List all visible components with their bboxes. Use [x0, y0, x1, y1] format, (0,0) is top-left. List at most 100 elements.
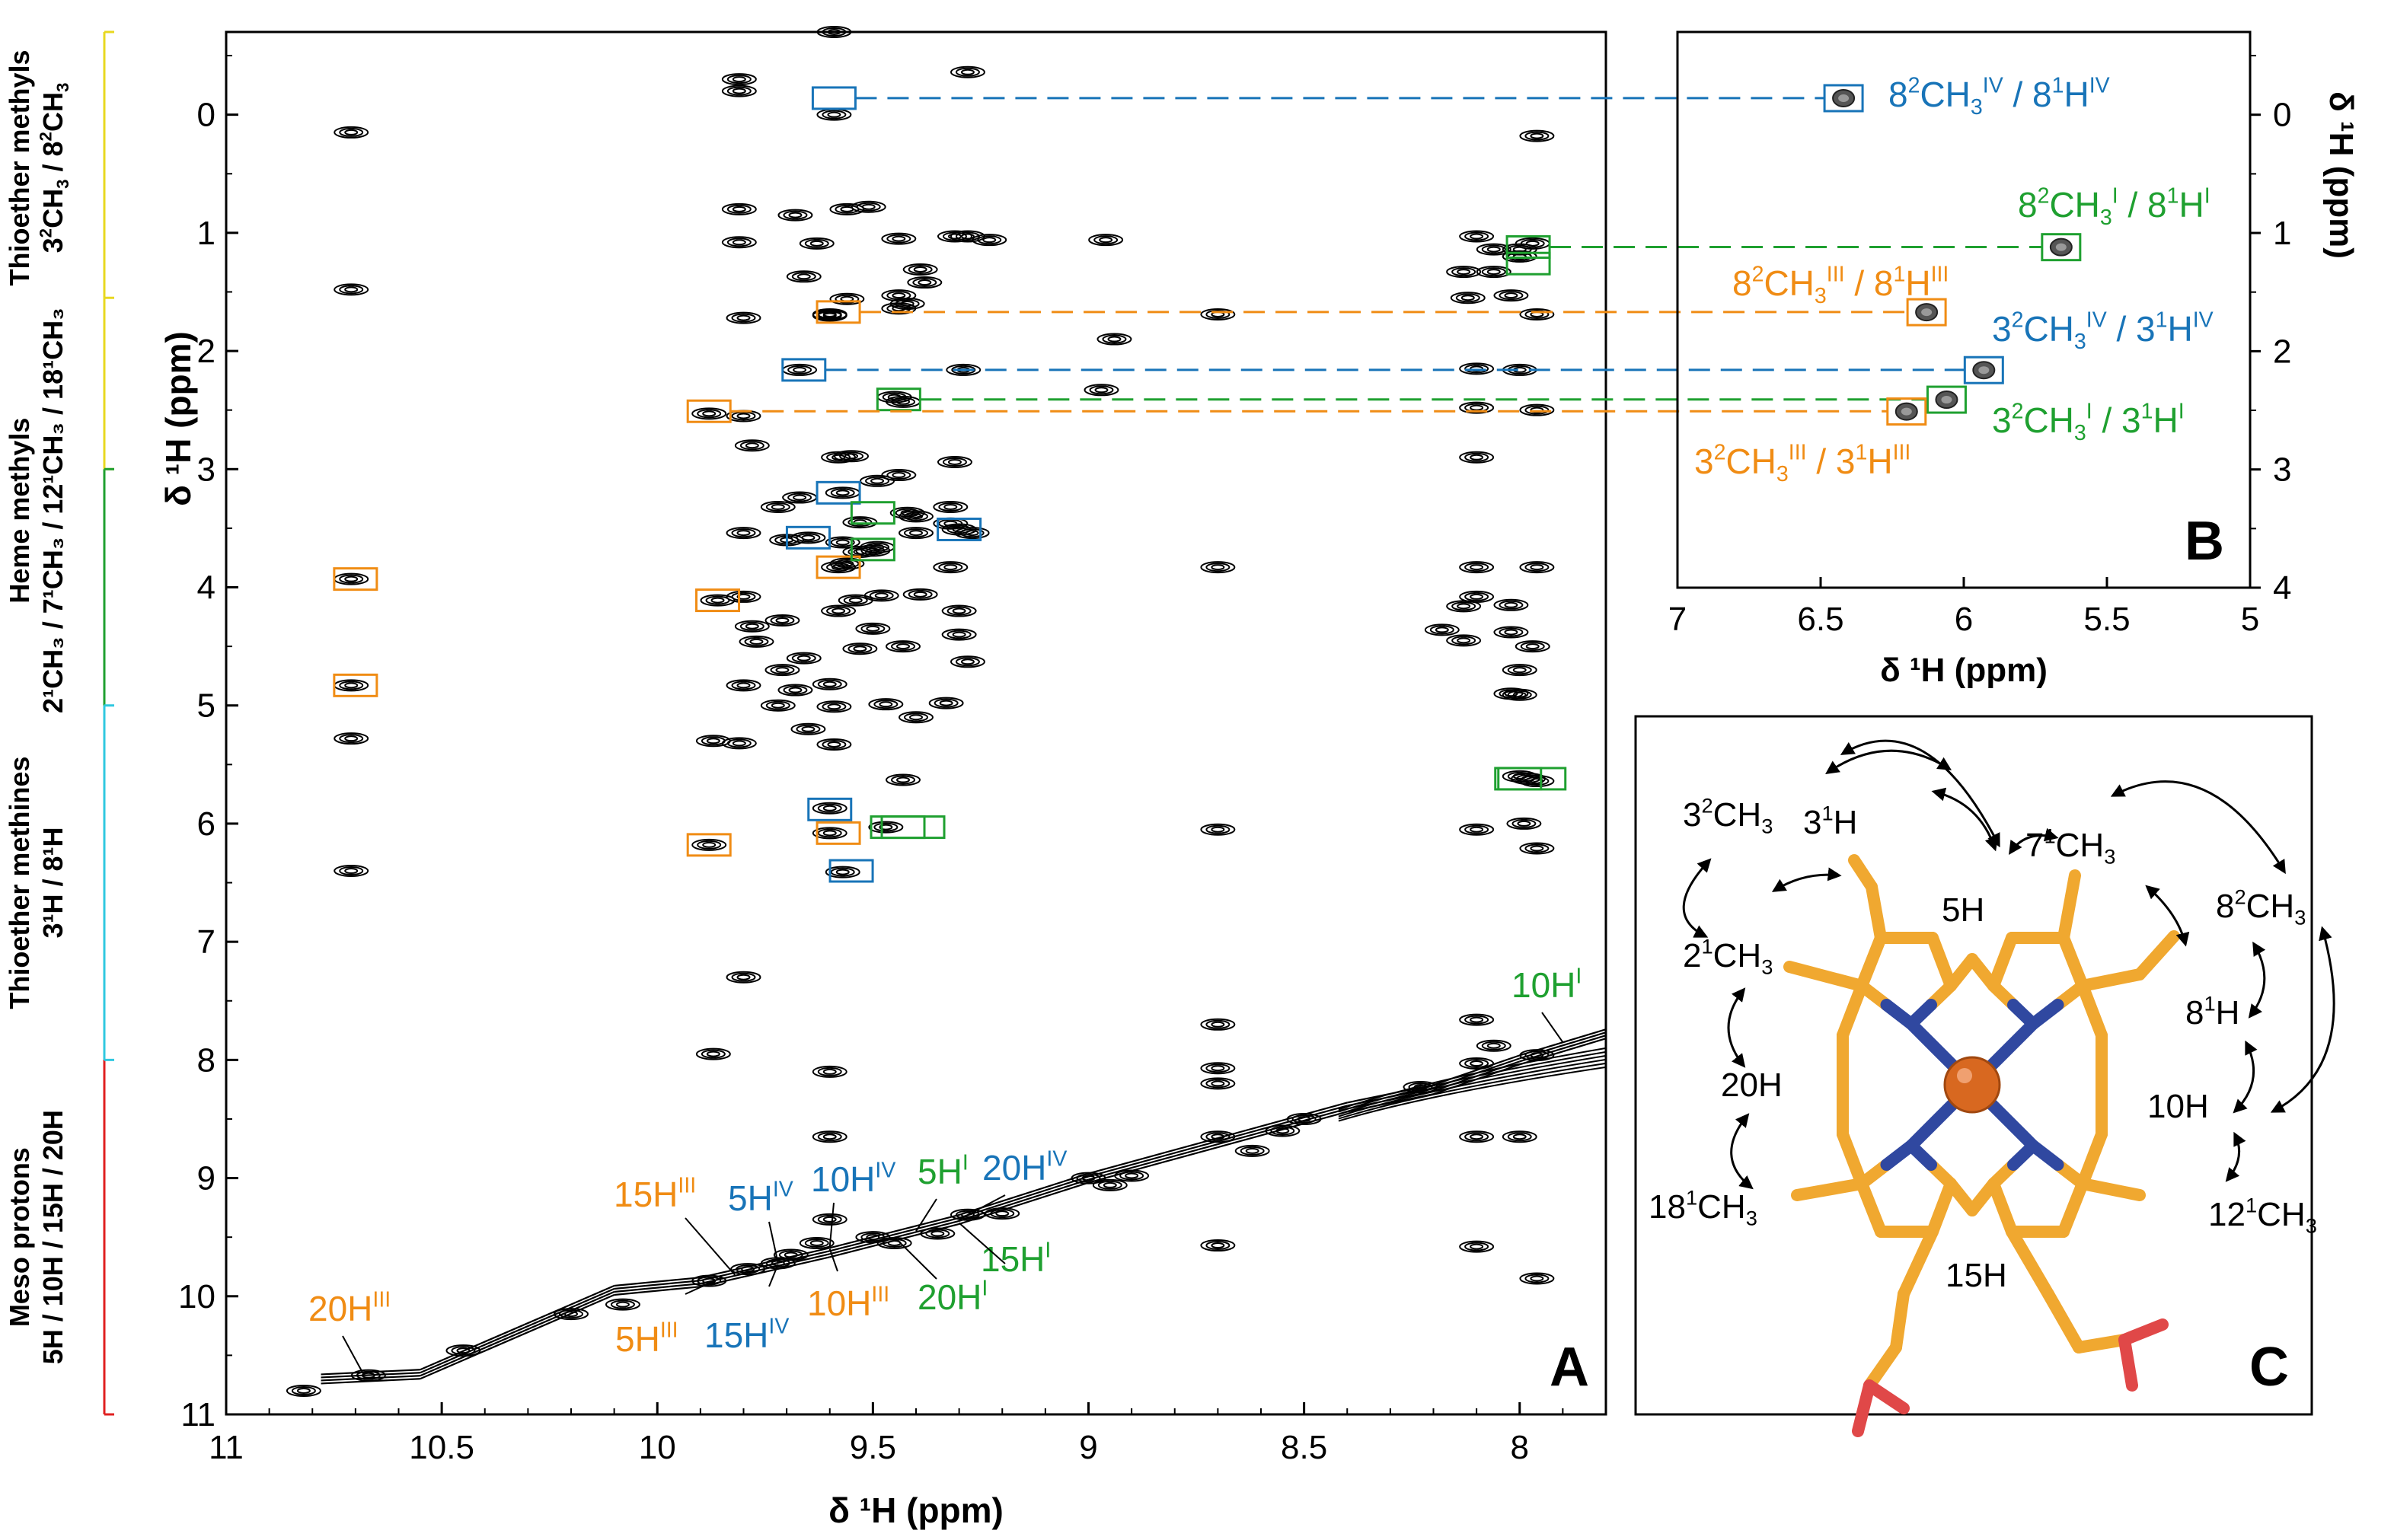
text-part: 3	[1992, 309, 2012, 349]
contour-ring	[939, 700, 953, 706]
contour-peak	[1519, 842, 1555, 855]
meso-label: 20HIV	[982, 1147, 1067, 1188]
contour-ring	[817, 803, 842, 813]
contour-ring	[1470, 826, 1484, 833]
contour-peak	[881, 232, 917, 245]
contour-ring	[848, 597, 863, 604]
contour-ring	[933, 500, 969, 513]
contour-peak	[950, 65, 985, 78]
contour-ring	[777, 684, 813, 697]
text-part: CH	[1725, 442, 1776, 481]
contour-ring	[909, 513, 923, 520]
text-part: 2	[1908, 74, 1920, 98]
meso-label: 5HI	[918, 1151, 969, 1191]
contour-ring	[960, 69, 975, 75]
text-part: 1	[2044, 824, 2055, 847]
contour-ring	[817, 1214, 842, 1224]
leader-line	[915, 1198, 937, 1232]
y-tick-label: 10	[178, 1278, 215, 1315]
panel-b-label: B	[2185, 511, 2224, 572]
contour-ring	[799, 237, 835, 250]
contour-ring	[950, 1208, 985, 1221]
panel-a-labels: 20HIII15HIII5HIII5HIV15HIV10HIV10HIII5HI…	[308, 964, 1589, 1398]
contour-peak	[1502, 1130, 1537, 1143]
contour-ring	[1200, 308, 1236, 320]
text-part: 3	[2104, 845, 2115, 869]
contour-peak	[928, 697, 964, 709]
leader-line	[768, 1221, 779, 1264]
text-part: 2	[1683, 937, 1701, 974]
peak-box-blue	[937, 517, 982, 541]
contour-ring	[1481, 1041, 1506, 1051]
x-tick-label: 7	[1668, 601, 1687, 638]
contour-ring	[825, 536, 860, 549]
contour-ring	[1265, 1124, 1301, 1137]
contour-ring	[739, 621, 764, 631]
contour-peak	[786, 652, 822, 665]
contour-peak	[764, 664, 800, 677]
contour-ring	[896, 398, 911, 405]
contour-ring	[1520, 642, 1545, 652]
text-part: IV	[2089, 74, 2110, 98]
contour-ring	[946, 363, 982, 376]
contour-peak	[1459, 362, 1495, 375]
contour-peak	[816, 738, 852, 751]
contour-ring	[1097, 1180, 1122, 1190]
contour-ring	[1205, 563, 1231, 572]
contour-ring	[344, 576, 359, 582]
contour-peak	[812, 1213, 847, 1226]
contour-peak	[950, 1208, 985, 1221]
contour-peak	[1476, 243, 1511, 256]
text-part: III	[1789, 441, 1807, 465]
contour-ring	[1205, 1063, 1231, 1073]
y-tick-label: 3	[197, 451, 215, 488]
contour-ring	[1297, 1115, 1311, 1122]
contour-peak	[1519, 403, 1555, 416]
contour-ring	[702, 841, 717, 848]
contour-ring	[829, 292, 865, 305]
meso-label: 5HIV	[728, 1178, 793, 1218]
contour-peak	[1502, 688, 1537, 701]
contour-peak	[860, 474, 895, 487]
diagonal-contour	[1338, 1051, 1607, 1113]
contour-peak	[1459, 1130, 1495, 1143]
text-part: 8	[1732, 263, 1752, 303]
contour-ring	[1205, 1132, 1231, 1142]
contour-ring	[736, 413, 751, 419]
contour-peak	[1446, 634, 1482, 647]
contour-ring	[1470, 1243, 1484, 1250]
contour-ring	[830, 867, 855, 877]
text-part: / 8	[1845, 263, 1894, 303]
contour-peak	[876, 1236, 912, 1249]
x-axis-title: δ ¹H (ppm)	[1880, 652, 2048, 689]
contour-peak	[1446, 266, 1482, 279]
contour-ring	[734, 439, 770, 452]
contour-ring	[339, 127, 364, 137]
text-part: 1	[2052, 74, 2064, 98]
text-part: 8	[2185, 994, 2204, 1031]
x-tick-label: 9.5	[850, 1429, 896, 1466]
contour-ring	[721, 737, 757, 750]
contour-peak	[812, 1065, 847, 1078]
contour-ring	[1200, 823, 1236, 836]
peak-box-orange	[333, 567, 378, 591]
contour-peak	[812, 802, 847, 815]
contour-ring	[344, 682, 359, 689]
contour-ring	[610, 1299, 635, 1309]
contour-ring	[938, 563, 963, 572]
contour-peak	[886, 640, 921, 653]
peak-box-blue	[811, 86, 857, 110]
contour-peak	[1515, 237, 1550, 250]
diagonal-contour	[1088, 1137, 1218, 1175]
contour-peak	[842, 516, 878, 529]
contour-ring	[697, 1276, 722, 1286]
panel-b-box	[1906, 298, 1947, 327]
contour-ring	[918, 279, 932, 286]
contour-ring	[1493, 626, 1529, 639]
text-part: CH	[2056, 827, 2105, 864]
contour-peak	[1234, 1144, 1270, 1157]
contour-ring	[721, 236, 757, 249]
contour-ring	[732, 206, 746, 212]
text-part: 1	[1686, 1185, 1697, 1209]
